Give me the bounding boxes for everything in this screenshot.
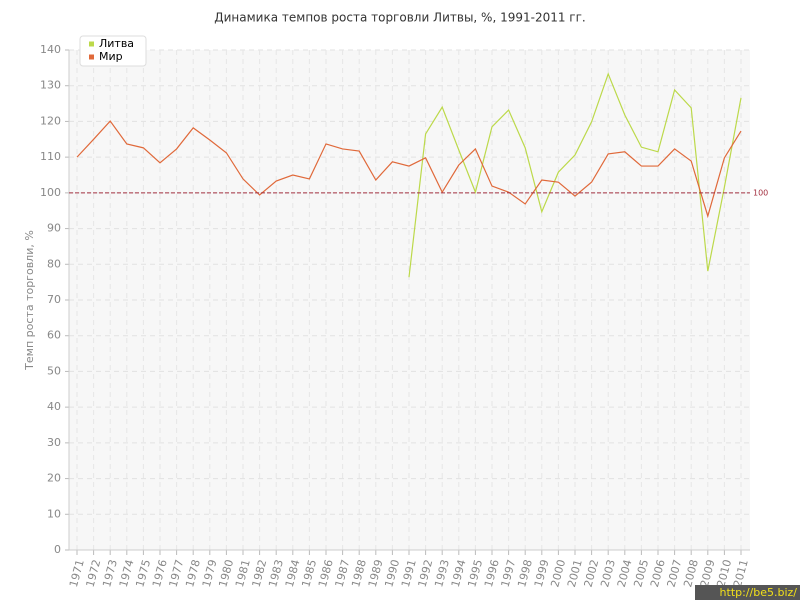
y-tick-label: 30 — [47, 436, 61, 449]
legend-box — [79, 35, 147, 67]
y-tick-label: 0 — [54, 543, 61, 556]
y-tick-label: 50 — [47, 364, 61, 377]
chart-title: Динамика темпов роста торговли Литвы, %,… — [214, 11, 585, 25]
y-tick-label: 110 — [40, 150, 61, 163]
data-line — [76, 120, 742, 219]
y-tick-label: 70 — [47, 293, 61, 306]
watermark: http://be5.biz/ — [720, 586, 798, 599]
y-tick-label: 140 — [40, 43, 61, 56]
reference-label: 100 — [753, 188, 768, 197]
y-tick-label: 80 — [47, 257, 61, 270]
y-tick-label: 130 — [40, 79, 61, 92]
y-tick-label: 90 — [47, 222, 61, 235]
x-tick-label: 2011 — [731, 558, 751, 588]
legend-swatch — [89, 54, 94, 60]
legend-label: Мир — [99, 50, 123, 63]
watermark-bg — [695, 585, 800, 600]
y-tick-label: 100 — [40, 186, 61, 199]
y-axis-label: Темп роста торговли, % — [23, 230, 36, 371]
legend-swatch — [89, 41, 94, 47]
data-line — [408, 72, 742, 278]
y-tick-label: 60 — [47, 329, 61, 342]
y-tick-label: 20 — [47, 472, 61, 485]
y-tick-label: 40 — [47, 400, 61, 413]
y-tick-label: 10 — [47, 507, 61, 520]
legend-label: Литва — [99, 37, 134, 50]
y-tick-label: 120 — [40, 114, 61, 127]
